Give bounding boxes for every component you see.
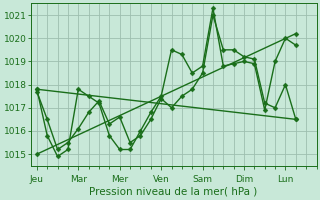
X-axis label: Pression niveau de la mer( hPa ): Pression niveau de la mer( hPa ) [90,187,258,197]
